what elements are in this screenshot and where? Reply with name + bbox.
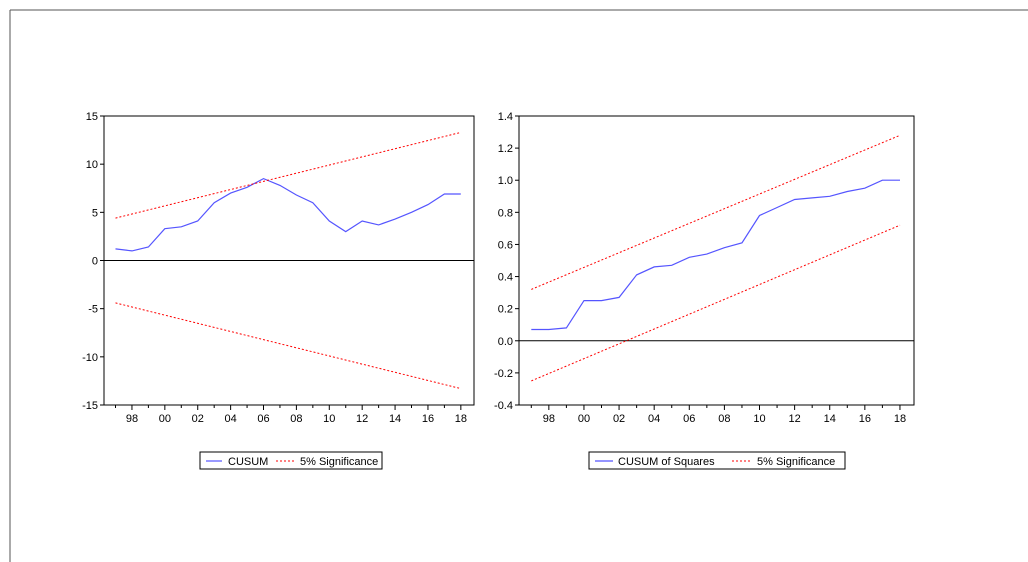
y-tick-label: 5 [92,207,98,219]
x-tick-label: 08 [290,413,302,425]
plot-frame [518,115,915,406]
y-tick-label: -0.4 [494,400,513,412]
cusum-chart: -15 -10 -5 0 5 10 15 98 00 02 04 06 08 10 12 14 16 18 [82,111,475,425]
x-tick-label: 10 [753,413,765,425]
x-tick-label: 98 [126,413,138,425]
x-tick-label: 06 [257,413,269,425]
y-tick-label: 0.6 [498,239,513,251]
significance-line [531,224,901,382]
legend-label-significance: 5% Significance [300,456,378,468]
cusum-squares-legend: CUSUM of Squares 5% Significance [588,451,846,470]
x-tick-label: 06 [683,413,695,425]
y-tick-label: 1.4 [498,111,513,123]
series-line [115,177,461,252]
x-tick-label: 18 [455,413,467,425]
y-tick-label: -5 [88,304,98,316]
legend-box [199,451,383,470]
y-tick-label: 15 [86,111,98,123]
y-tick-label: 0.8 [498,207,513,219]
significance-line [531,134,901,290]
x-tick-label: 04 [224,413,236,425]
y-tick-label: -10 [82,352,98,364]
x-tick-label: 00 [159,413,171,425]
legend-label-cusum-squares: CUSUM of Squares [618,456,715,468]
y-tick-label: 1.0 [498,175,513,187]
y-tick-label: 10 [86,159,98,171]
y-tick-label: 0.0 [498,336,513,348]
legend-box [588,451,846,470]
y-tick-label: 0.4 [498,272,513,284]
x-tick-label: 00 [578,413,590,425]
x-tick-label: 16 [422,413,434,425]
cusum-squares-chart: -0.4 -0.2 0.0 0.2 0.4 0.6 0.8 1.0 1.2 1.4 98 00 02 04… [494,111,915,425]
x-tick-label: 16 [859,413,871,425]
y-tick-label: -15 [82,400,98,412]
series-line [531,179,900,331]
significance-line [115,131,461,219]
x-tick-label: 10 [323,413,335,425]
x-tick-label: 12 [788,413,800,425]
x-tick-label: 12 [356,413,368,425]
legend-label-significance: 5% Significance [757,456,835,468]
x-tick-label: 02 [192,413,204,425]
x-tick-label: 98 [543,413,555,425]
cusum-legend: CUSUM 5% Significance [199,451,383,470]
y-tick-label: 1.2 [498,143,513,155]
significance-line [115,302,461,390]
y-tick-label: 0 [92,256,98,268]
x-tick-label: 18 [894,413,906,425]
x-tick-label: 14 [824,413,836,425]
legend-label-cusum: CUSUM [228,456,268,468]
x-tick-label: 02 [613,413,625,425]
x-tick-label: 14 [389,413,401,425]
x-tick-label: 08 [718,413,730,425]
y-tick-label: -0.2 [494,368,513,380]
y-tick-label: 0.2 [498,304,513,316]
x-tick-label: 04 [648,413,660,425]
